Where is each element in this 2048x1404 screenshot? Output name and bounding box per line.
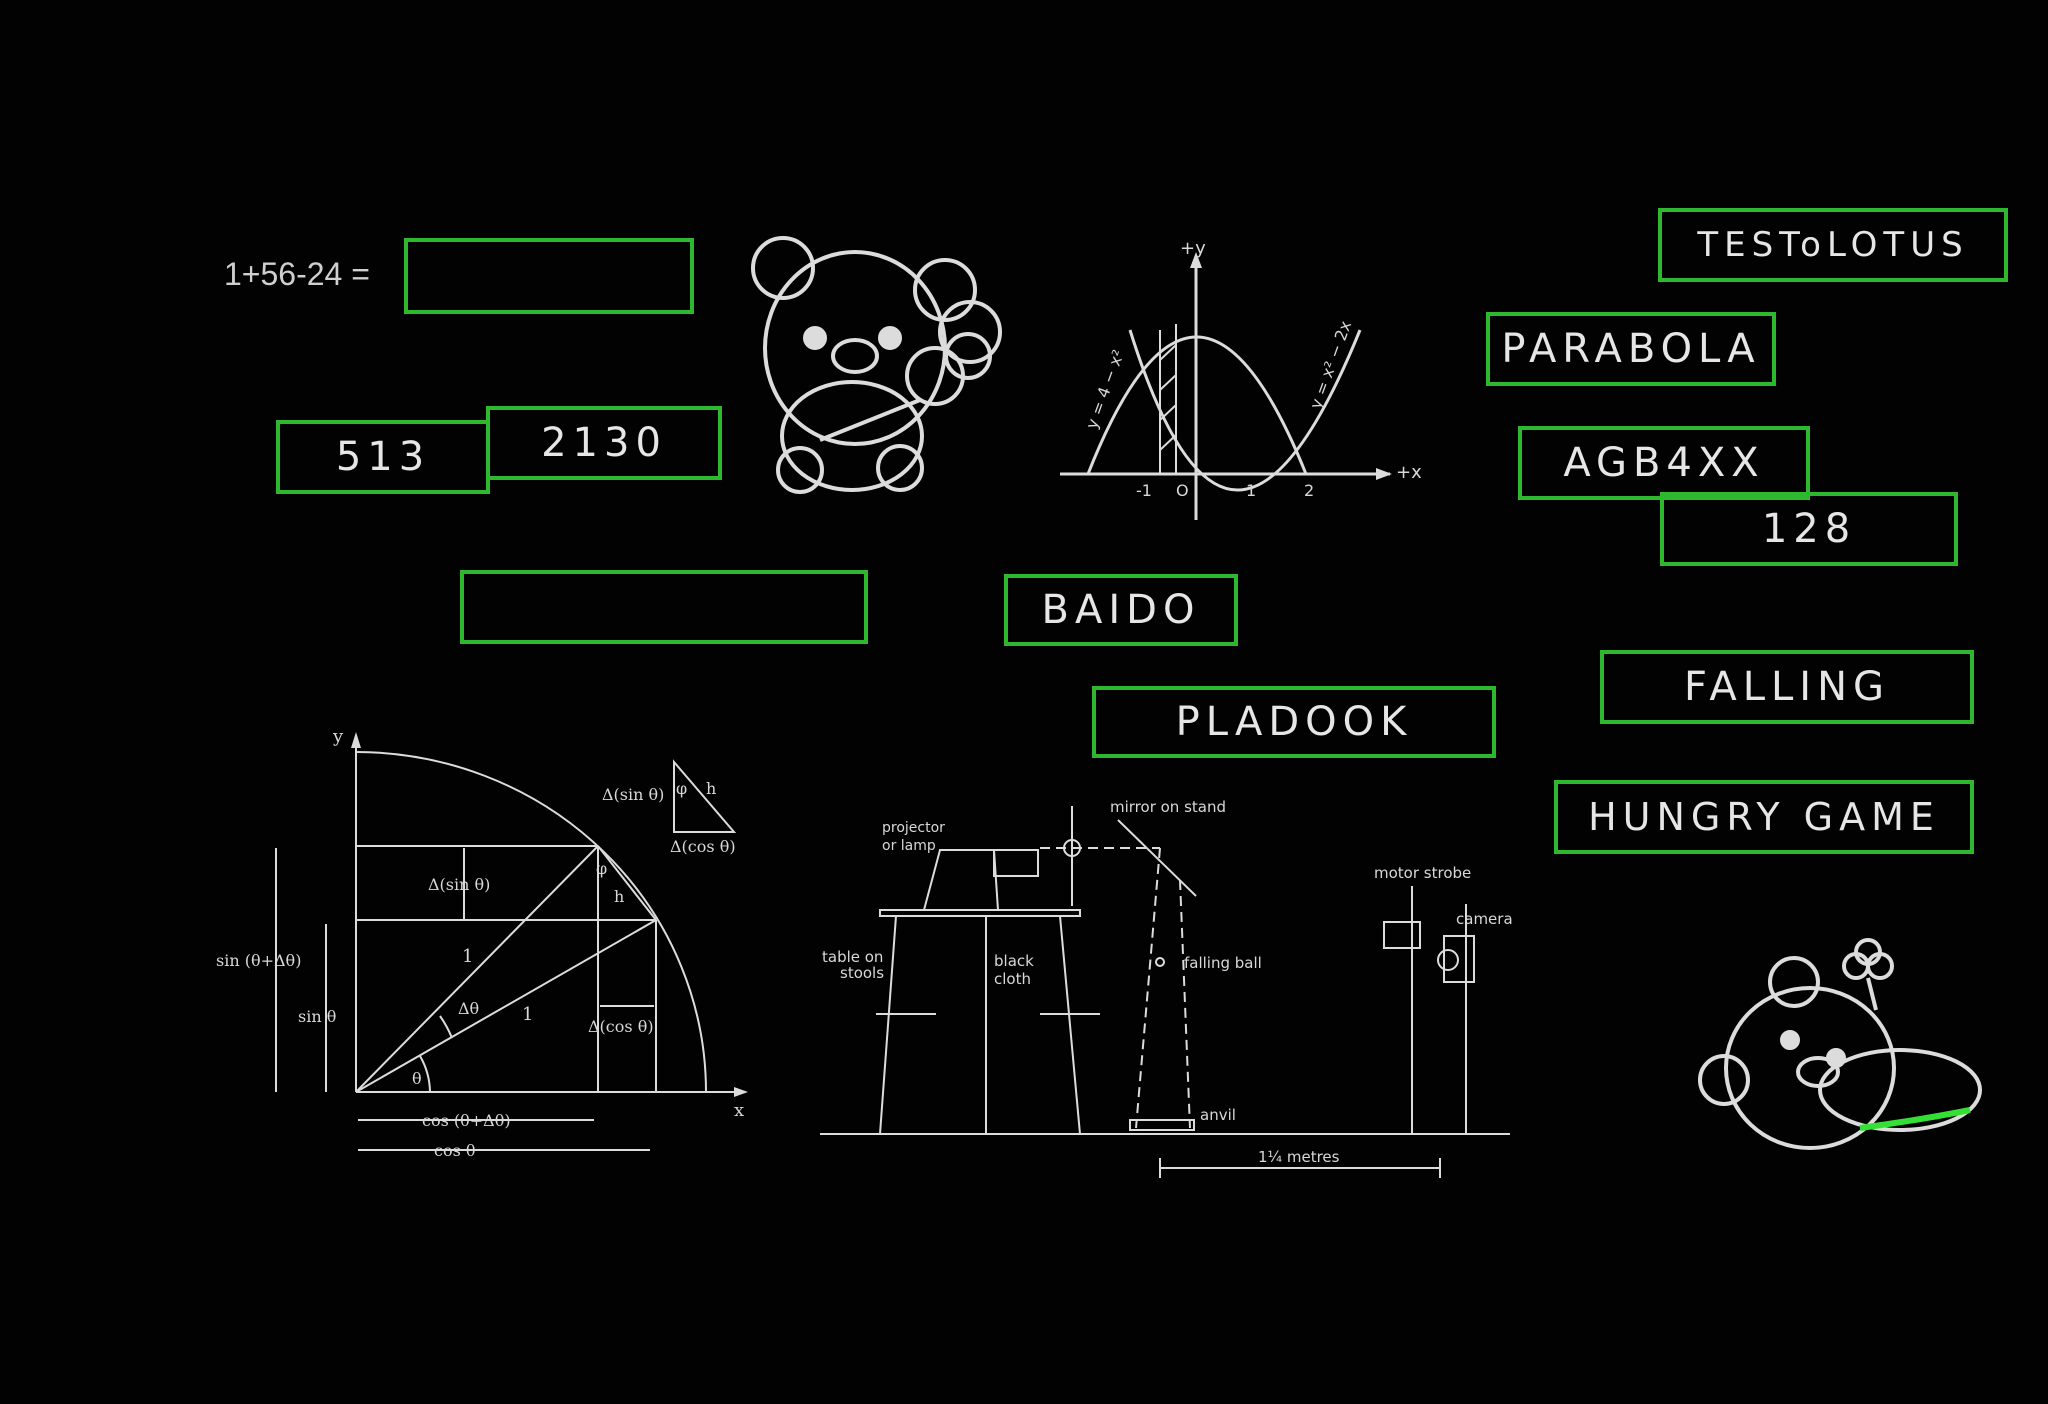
parabola-graph: +y +x y = 4 − x² y = x² − 2x -1 O 1 2 — [1060, 238, 1422, 520]
app-cloth: cloth — [994, 970, 1031, 988]
app-motor-strobe: motor strobe — [1374, 864, 1471, 882]
trig-dcos-mid: Δ(cos θ) — [588, 1017, 654, 1036]
trig-phi: φ — [596, 859, 607, 878]
bear-with-dango-illustration — [751, 236, 1002, 494]
trig-y: y — [332, 726, 344, 747]
box-128[interactable]: 128 — [1660, 492, 1958, 566]
box-testolotus[interactable]: TESToLOTUS — [1658, 208, 2008, 282]
falling-ball-apparatus: projector or lamp mirror on stand table … — [820, 798, 1513, 1178]
trig-phi-small: φ — [676, 779, 687, 798]
app-table: table on — [822, 948, 883, 966]
trig-one-b: 1 — [522, 1004, 533, 1025]
trig-dsin-mid: Δ(sin θ) — [428, 875, 490, 894]
app-falling-ball: falling ball — [1184, 954, 1262, 972]
tick-neg1: -1 — [1136, 481, 1152, 500]
shaded-strip — [1159, 324, 1177, 474]
lying-bear-illustration — [1698, 938, 1982, 1150]
trig-sin-theta: sin θ — [298, 1007, 336, 1026]
trig-theta: θ — [412, 1069, 422, 1088]
trig-one-a: 1 — [462, 946, 473, 967]
empty-long-box[interactable] — [460, 570, 868, 644]
trig-diagram: y x Δ(sin θ) φ h Δ(cos θ) Δ(sin θ) φ h 1… — [216, 726, 748, 1160]
trig-x: x — [734, 1100, 744, 1121]
trig-cos-sum: cos (θ+Δθ) — [422, 1111, 511, 1130]
trig-cos-theta: cos θ — [434, 1141, 476, 1160]
curve1-label: y = 4 − x² — [1082, 347, 1128, 431]
app-anvil: anvil — [1200, 1106, 1236, 1124]
graph-y-label: +y — [1180, 238, 1206, 259]
tick-2: 2 — [1304, 481, 1314, 500]
graph-x-label: +x — [1396, 462, 1422, 483]
app-black: black — [994, 952, 1034, 970]
box-513[interactable]: 513 — [276, 420, 490, 494]
box-2130[interactable]: 2130 — [486, 406, 722, 480]
trig-h: h — [614, 887, 624, 906]
tick-origin: O — [1176, 481, 1189, 500]
trig-dsin-top: Δ(sin θ) — [602, 785, 664, 804]
app-camera: camera — [1456, 910, 1513, 928]
box-hungry-game[interactable]: HUNGRY GAME — [1554, 780, 1974, 854]
tick-1: 1 — [1246, 481, 1256, 500]
trig-h-small: h — [706, 779, 716, 798]
trig-sin-sum: sin (θ+Δθ) — [216, 951, 301, 970]
box-baido[interactable]: BAIDO — [1004, 574, 1238, 646]
box-agb4xx[interactable]: AGB4XX — [1518, 426, 1810, 500]
trig-dtheta: Δθ — [458, 999, 479, 1018]
box-falling[interactable]: FALLING — [1600, 650, 1974, 724]
app-mirror: mirror on stand — [1110, 798, 1226, 816]
trig-dcos-top: Δ(cos θ) — [670, 837, 736, 856]
app-stools: stools — [840, 964, 884, 982]
app-lamp: or lamp — [882, 838, 936, 854]
equation-label: 1+56-24 = — [224, 256, 370, 292]
box-pladook[interactable]: PLADOOK — [1092, 686, 1496, 758]
box-parabola[interactable]: PARABOLA — [1486, 312, 1776, 386]
app-metres: 1¼ metres — [1258, 1148, 1340, 1166]
app-projector: projector — [882, 820, 945, 836]
answer-blank-box[interactable] — [404, 238, 694, 314]
